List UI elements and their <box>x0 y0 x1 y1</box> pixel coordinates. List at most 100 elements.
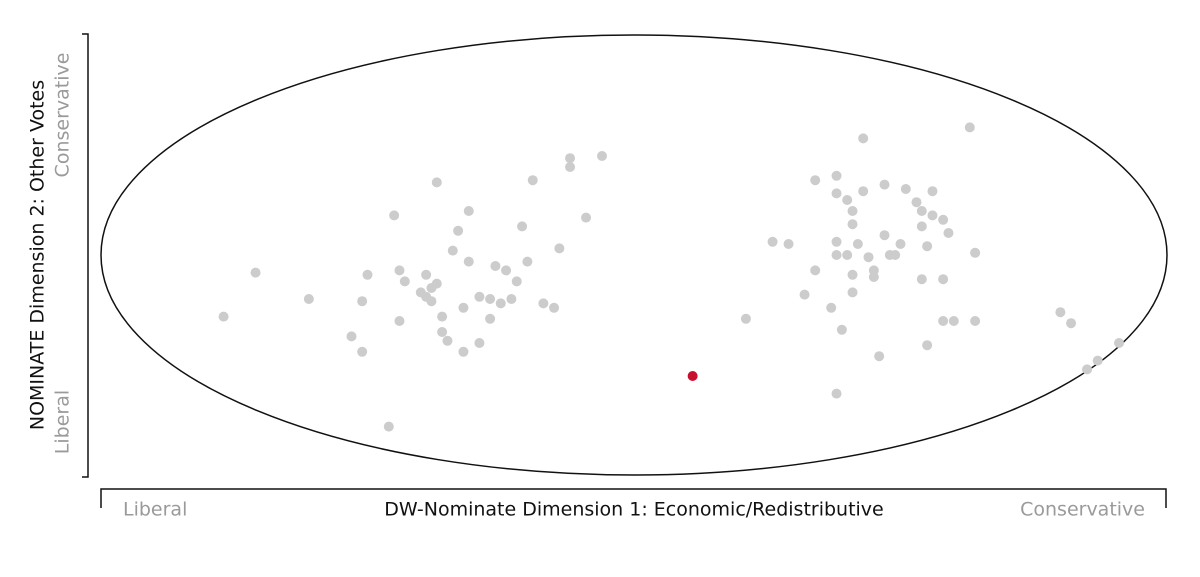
point <box>453 225 464 236</box>
y-low-label: Liberal <box>52 390 74 454</box>
point <box>938 274 949 285</box>
point <box>879 179 890 190</box>
point <box>565 162 576 172</box>
point <box>549 302 560 313</box>
point <box>842 250 853 260</box>
point <box>346 331 357 342</box>
point <box>927 186 938 197</box>
point <box>565 153 576 164</box>
point <box>922 340 933 351</box>
point <box>964 122 975 133</box>
point <box>868 272 879 282</box>
point <box>303 294 314 304</box>
point <box>810 265 821 276</box>
point <box>879 230 890 241</box>
point <box>847 269 858 280</box>
point <box>538 298 549 309</box>
point <box>442 335 453 346</box>
point <box>847 206 858 216</box>
point <box>357 346 368 357</box>
point <box>1092 355 1103 366</box>
x-bracket <box>100 488 1167 508</box>
point <box>581 212 592 223</box>
point <box>389 210 400 221</box>
point <box>250 267 261 278</box>
point <box>511 276 522 287</box>
point <box>463 256 474 267</box>
point <box>831 250 842 260</box>
point <box>426 296 437 307</box>
point <box>943 228 954 238</box>
point <box>1114 338 1125 348</box>
x-axis-label: DW-Nominate Dimension 1: Economic/Redist… <box>384 499 884 521</box>
point <box>836 324 847 335</box>
point <box>474 338 485 348</box>
point <box>357 296 368 307</box>
point <box>900 184 911 194</box>
point <box>485 294 496 304</box>
point <box>916 221 927 232</box>
point <box>970 247 981 258</box>
point <box>831 388 842 399</box>
point <box>858 133 869 144</box>
point <box>831 188 842 199</box>
point <box>517 221 528 232</box>
point <box>431 177 442 188</box>
point <box>852 239 863 249</box>
point <box>383 421 394 432</box>
point <box>1055 307 1066 318</box>
point <box>831 170 842 181</box>
point <box>858 186 869 197</box>
point <box>938 316 949 326</box>
point <box>506 294 517 304</box>
point <box>458 302 469 313</box>
point <box>1082 364 1093 375</box>
point <box>810 175 821 186</box>
point <box>431 278 442 289</box>
point <box>970 316 981 326</box>
point <box>922 241 933 252</box>
point <box>490 261 501 271</box>
y-axis-label: NOMINATE Dimension 2: Other Votes <box>27 80 49 430</box>
point <box>597 151 608 161</box>
point <box>394 316 405 326</box>
point <box>847 287 858 298</box>
point <box>527 175 538 186</box>
point <box>927 210 938 221</box>
point <box>554 243 565 254</box>
point <box>687 371 698 381</box>
point <box>895 239 906 249</box>
point <box>485 313 496 324</box>
point <box>831 236 842 247</box>
point <box>437 327 448 337</box>
point <box>501 265 512 276</box>
point <box>447 245 458 256</box>
point <box>826 302 837 313</box>
point <box>874 351 885 362</box>
y-high-label: Conservative <box>52 53 74 178</box>
ellipse <box>100 34 1168 476</box>
point <box>740 313 751 324</box>
x-low-label: Liberal <box>123 499 187 521</box>
point <box>938 214 949 225</box>
point <box>847 219 858 230</box>
point <box>948 316 959 326</box>
x-high-label: Conservative <box>1020 499 1145 521</box>
point <box>362 269 373 280</box>
y-bracket <box>82 33 89 478</box>
point <box>799 289 810 300</box>
point <box>911 197 922 208</box>
point <box>916 274 927 285</box>
point <box>394 265 405 276</box>
point <box>399 276 410 287</box>
point <box>1066 318 1077 329</box>
point <box>437 311 448 322</box>
point <box>767 236 778 247</box>
point <box>916 206 927 216</box>
point <box>863 252 874 263</box>
point <box>474 291 485 302</box>
point <box>783 239 794 249</box>
point <box>218 311 229 322</box>
point <box>421 269 432 280</box>
